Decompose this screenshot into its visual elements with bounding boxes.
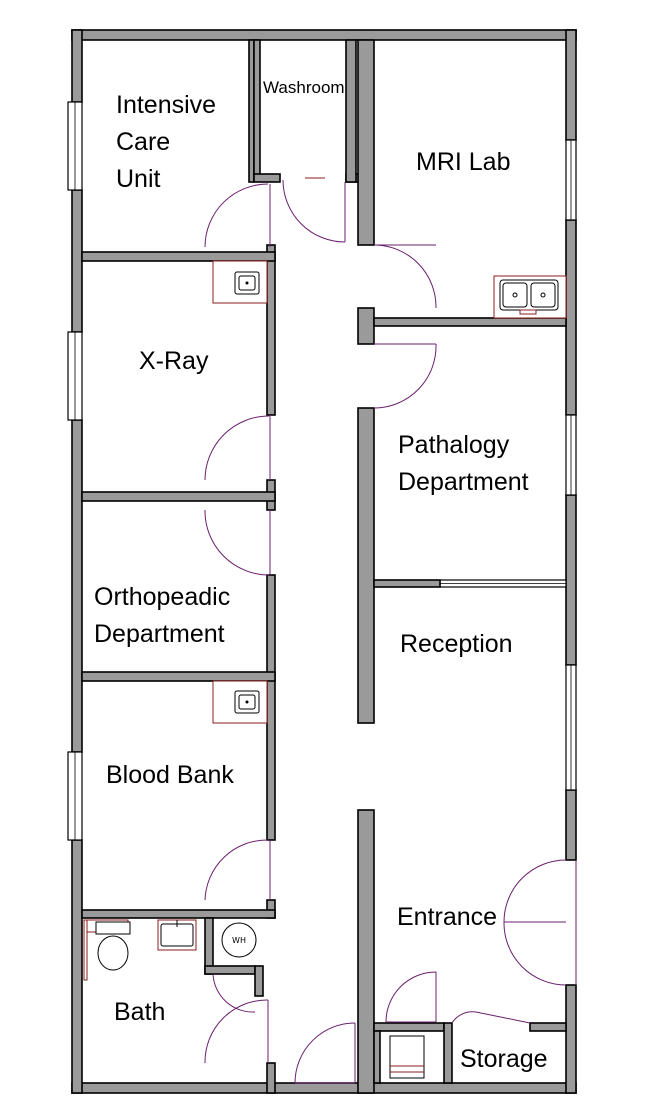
fixtures: WH (84, 261, 566, 1078)
interior-wall (444, 1023, 452, 1083)
orthopedic-label-line1: Orthopeadic (94, 583, 230, 611)
shelf-icon (390, 1036, 424, 1078)
icu-label-line1: Intensive (116, 91, 216, 119)
blood-bank-label: Blood Bank (106, 761, 234, 789)
interior-wall (374, 580, 440, 587)
outer-wall-left (72, 840, 82, 1093)
outer-wall-bottom (72, 1083, 576, 1093)
interior-wall (254, 174, 280, 182)
outer-wall-right (566, 30, 576, 140)
outer-wall-left (72, 30, 82, 102)
pathology-label-line2: Department (398, 468, 529, 496)
xray-label: X-Ray (139, 347, 209, 375)
washroom-label: Washroom (263, 78, 345, 97)
interior-wall (205, 966, 255, 974)
interior-wall (530, 1023, 566, 1031)
interior-wall (358, 308, 374, 344)
orthopedic-label-line2: Department (94, 620, 225, 648)
interior-wall (358, 810, 374, 1093)
interior-walls (82, 40, 566, 1093)
interior-wall (82, 252, 275, 261)
interior-wall (358, 408, 374, 723)
outer-wall-right (566, 790, 576, 860)
icu-label-line2: Care (116, 128, 170, 156)
pathology-label-line1: Pathalogy (398, 431, 510, 459)
interior-wall (267, 575, 275, 840)
icu-label-line3: Unit (116, 165, 161, 193)
interior-wall (82, 910, 275, 918)
bath-label: Bath (114, 998, 165, 1026)
interior-wall (346, 40, 356, 182)
interior-wall (82, 492, 275, 501)
interior-wall (82, 672, 275, 681)
mri-lab-label: MRI Lab (416, 148, 510, 176)
water-heater-label: WH (232, 936, 246, 945)
water-heater-icon: WH (222, 923, 256, 957)
interior-wall (254, 40, 260, 180)
interior-wall (358, 40, 374, 245)
double-sink-icon (494, 276, 566, 318)
interior-wall (374, 1023, 444, 1031)
storage-label: Storage (460, 1045, 548, 1073)
interior-wall (374, 1031, 380, 1083)
interior-wall (255, 966, 263, 996)
sink-icon (213, 681, 267, 723)
outer-wall-left (72, 420, 82, 752)
interior-wall (374, 318, 566, 326)
outer-wall-left (72, 190, 82, 332)
reception-label: Reception (400, 630, 513, 658)
outer-wall-right (566, 985, 576, 1093)
outer-wall-right (566, 220, 576, 415)
outer-wall-top (72, 30, 576, 40)
toilet-icon (96, 922, 130, 970)
interior-wall (267, 245, 275, 415)
interior-wall (267, 1063, 275, 1093)
sink-icon (158, 920, 196, 950)
outer-wall-right (566, 495, 576, 665)
sink-icon (213, 261, 267, 303)
entrance-label: Entrance (397, 903, 497, 931)
